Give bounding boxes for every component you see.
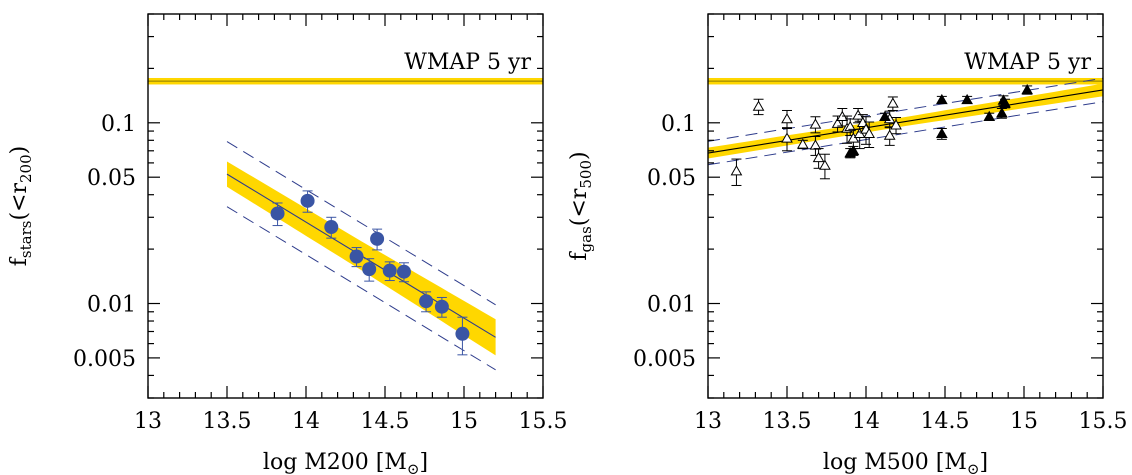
x-tick-label: 14.5 xyxy=(361,409,410,434)
data-point-open xyxy=(809,139,822,150)
x-tick-label: 13 xyxy=(134,409,162,434)
data-point-open xyxy=(796,138,809,149)
plot-frame xyxy=(147,13,544,399)
x-tick-label: 13.5 xyxy=(763,409,812,434)
panel-gas: 13 13.5 14 14.5 15 15.5 0.005 0.01 0.05 0.1 WMAP 5… xyxy=(567,13,1128,475)
y-axis-label: fgas(<r500) xyxy=(567,151,595,260)
y-tick-label: 0.005 xyxy=(633,347,696,372)
data-point xyxy=(300,193,315,208)
fit-line xyxy=(708,89,1103,154)
y-tick-label: 0.01 xyxy=(647,293,696,318)
data-point xyxy=(382,263,397,278)
x-tick-label: 13 xyxy=(694,409,722,434)
data-point-open xyxy=(752,100,765,111)
scatter-lower-line xyxy=(226,206,496,371)
x-tick-label: 15 xyxy=(450,409,478,434)
plot-frame xyxy=(707,13,1104,399)
x-tick-label: 15.5 xyxy=(1079,409,1128,434)
y-tick-label: 0.1 xyxy=(101,112,136,137)
scatter-upper-line xyxy=(708,77,1103,142)
data-point xyxy=(324,220,339,235)
data-point-filled xyxy=(996,107,1008,118)
data-point-filled xyxy=(961,93,973,105)
data-point xyxy=(434,299,449,314)
data-point-filled xyxy=(983,110,996,122)
data-point xyxy=(370,231,385,246)
data-point xyxy=(270,206,285,221)
panel-stars: 13 13.5 14 14.5 15 15.5 0.005 0.01 0.05 0.1 WMAP 5… xyxy=(7,13,568,475)
plot-area xyxy=(708,77,1103,186)
x-tick-label: 14 xyxy=(852,409,880,434)
data-point-open xyxy=(781,112,793,124)
data-point-filled xyxy=(847,144,860,156)
y-tick-label: 0.05 xyxy=(87,166,136,191)
data-point-open xyxy=(886,97,899,108)
x-axis-label: log M200 [M⊙] xyxy=(263,450,428,475)
wmap-annotation: WMAP 5 yr xyxy=(404,50,531,75)
data-point-open xyxy=(819,159,831,170)
scatter-lower-line xyxy=(708,101,1103,166)
x-tick-label: 15 xyxy=(1010,409,1038,434)
y-tick-label: 0.01 xyxy=(87,293,136,318)
x-tick-label: 14 xyxy=(292,409,320,434)
x-tick-label: 15.5 xyxy=(519,409,568,434)
y-tick-label: 0.1 xyxy=(661,112,696,137)
scatter-upper-line xyxy=(226,141,496,306)
data-point xyxy=(349,249,364,264)
y-tick-label: 0.005 xyxy=(73,347,136,372)
data-point-open xyxy=(730,165,743,176)
data-point-open xyxy=(890,119,902,130)
data-point xyxy=(455,326,470,341)
wmap-annotation: WMAP 5 yr xyxy=(964,50,1091,75)
plot-area xyxy=(148,77,543,371)
data-point-filled xyxy=(935,93,948,105)
data-point xyxy=(396,264,411,279)
x-tick-label: 13.5 xyxy=(203,409,252,434)
data-point-filled xyxy=(999,97,1011,108)
data-point xyxy=(362,262,377,277)
data-point-open xyxy=(781,132,793,143)
data-point-open xyxy=(844,120,857,132)
y-tick-label: 0.05 xyxy=(647,166,696,191)
data-point-filled xyxy=(879,110,891,122)
data-point-open xyxy=(812,151,825,163)
data-point-filled xyxy=(1021,83,1034,95)
x-tick-label: 14.5 xyxy=(921,409,970,434)
data-point-open xyxy=(863,127,876,138)
data-point xyxy=(419,294,434,309)
x-axis-label: log M500 [M⊙] xyxy=(823,450,988,475)
y-axis-label: fstars(<r200) xyxy=(7,146,35,266)
data-point-open xyxy=(883,129,896,140)
data-point-filled xyxy=(935,127,948,138)
data-point-open xyxy=(831,117,844,128)
data-point-open xyxy=(809,118,822,129)
